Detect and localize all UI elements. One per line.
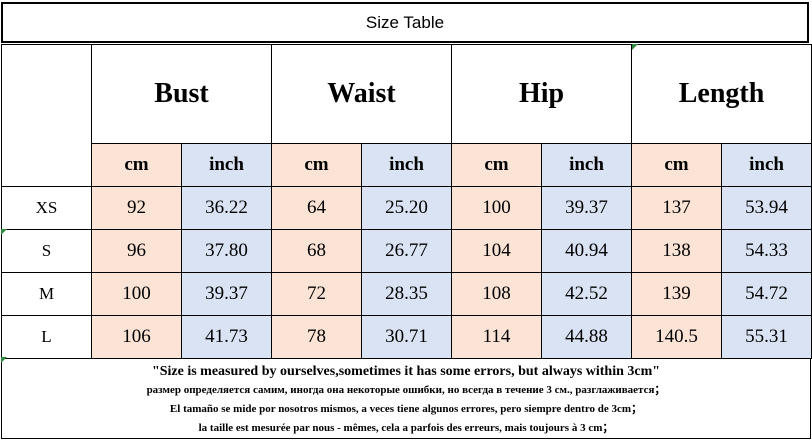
hip-cm-cell: 108 (451, 272, 542, 316)
bust-cm-cell: 96 (91, 229, 182, 273)
unit-inch: inch (181, 143, 272, 187)
note-spanish: El tamaño se mide por nosotros mismos, a… (169, 403, 643, 415)
waist-cm-cell: 78 (271, 315, 362, 359)
table-row: XS 92 36.22 64 25.20 100 39.37 137 53.94 (1, 186, 812, 230)
size-label: M (1, 272, 92, 316)
size-table-title: Size Table (1, 2, 809, 43)
size-label: XS (1, 186, 92, 230)
unit-cm: cm (631, 143, 723, 187)
note-russian: размер определяется самим, иногда она не… (146, 384, 666, 396)
length-cm-cell: 137 (631, 186, 723, 230)
waist-cm-cell: 72 (271, 272, 362, 316)
waist-cm-cell: 68 (271, 229, 362, 273)
waist-inch-cell: 28.35 (361, 272, 452, 316)
bust-cm-cell: 92 (91, 186, 182, 230)
hip-inch-cell: 44.88 (540, 315, 633, 359)
unit-inch: inch (361, 143, 452, 187)
cell-corner-marker (1, 357, 7, 363)
length-inch-cell: 54.72 (721, 272, 812, 316)
waist-cm-cell: 64 (271, 186, 362, 230)
bust-inch-cell: 41.73 (181, 315, 272, 359)
bust-cm-cell: 106 (91, 315, 182, 359)
note-english: "Size is measured by ourselves,sometimes… (151, 364, 661, 379)
length-inch-cell: 53.94 (721, 186, 812, 230)
cell-corner-marker (1, 229, 7, 235)
waist-inch-cell: 25.20 (361, 186, 452, 230)
hip-inch-cell: 39.37 (540, 186, 633, 230)
size-label: S (1, 229, 92, 273)
unit-cm: cm (271, 143, 362, 187)
unit-cm: cm (91, 143, 182, 187)
length-inch-cell: 54.33 (721, 229, 812, 273)
length-cm-cell: 138 (631, 229, 723, 273)
hip-inch-cell: 42.52 (540, 272, 633, 316)
size-table: Bust Waist Hip Length cm inch cm inch cm… (1, 44, 812, 359)
unit-inch: inch (540, 143, 633, 187)
bust-inch-cell: 36.22 (181, 186, 272, 230)
table-row: S 96 37.80 68 26.77 104 40.94 138 54.33 (1, 229, 812, 273)
hip-cm-cell: 114 (451, 315, 542, 359)
measure-header-row: Bust Waist Hip Length (1, 44, 812, 187)
note-french: la taille est mesurée par nous - mêmes, … (198, 422, 614, 434)
unit-header-row: cm inch cm inch cm inch cm inch (2, 143, 812, 187)
header-bust: Bust (91, 44, 272, 144)
header-hip: Hip (450, 44, 633, 144)
cell-corner-marker (632, 44, 638, 50)
measurement-notes: "Size is measured by ourselves,sometimes… (1, 358, 811, 439)
corner-cell (1, 44, 92, 187)
bust-inch-cell: 37.80 (181, 229, 272, 273)
unit-cm: cm (451, 143, 542, 187)
table-row: L 106 41.73 78 30.71 114 44.88 140.5 55.… (1, 315, 812, 359)
size-label: L (1, 315, 92, 359)
bust-cm-cell: 100 (91, 272, 182, 316)
length-cm-cell: 139 (631, 272, 723, 316)
length-cm-cell: 140.5 (631, 315, 723, 359)
length-inch-cell: 55.31 (721, 315, 812, 359)
hip-cm-cell: 100 (451, 186, 542, 230)
hip-inch-cell: 40.94 (540, 229, 633, 273)
unit-inch: inch (721, 143, 812, 187)
bust-inch-cell: 39.37 (181, 272, 272, 316)
table-row: M 100 39.37 72 28.35 108 42.52 139 54.72 (1, 272, 812, 316)
header-length: Length (631, 44, 812, 144)
hip-cm-cell: 104 (451, 229, 542, 273)
waist-inch-cell: 30.71 (361, 315, 452, 359)
header-waist: Waist (271, 44, 452, 144)
waist-inch-cell: 26.77 (361, 229, 452, 273)
